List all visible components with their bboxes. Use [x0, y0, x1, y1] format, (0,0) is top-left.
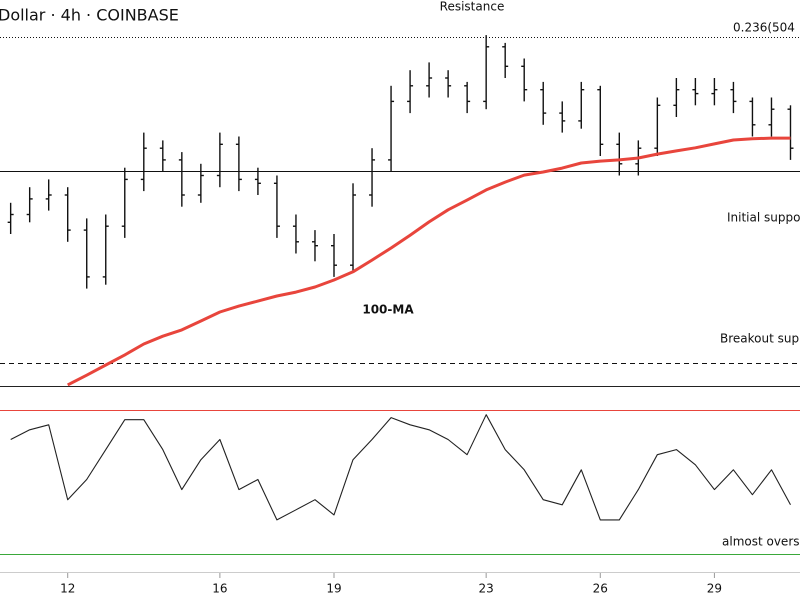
x-tick-label: 23	[479, 582, 494, 596]
legend-label: 100-MA	[362, 303, 414, 317]
annotation: Breakout supp	[720, 332, 800, 346]
x-tick-label: 16	[212, 582, 227, 596]
moving-average	[67, 136, 791, 387]
rsi-line	[10, 414, 791, 521]
x-tick-label: 19	[326, 582, 341, 596]
x-tick-label: 29	[707, 582, 722, 596]
x-tick-label: 12	[60, 582, 75, 596]
x-tick-label: 26	[593, 582, 608, 596]
annotation: 0.236(504	[733, 21, 795, 35]
annotation: Initial suppo	[727, 211, 800, 225]
annotation: Resistance	[440, 0, 505, 14]
annotation: almost overs	[722, 535, 800, 549]
chart-title: Dollar · 4h · COINBASE	[0, 6, 179, 25]
